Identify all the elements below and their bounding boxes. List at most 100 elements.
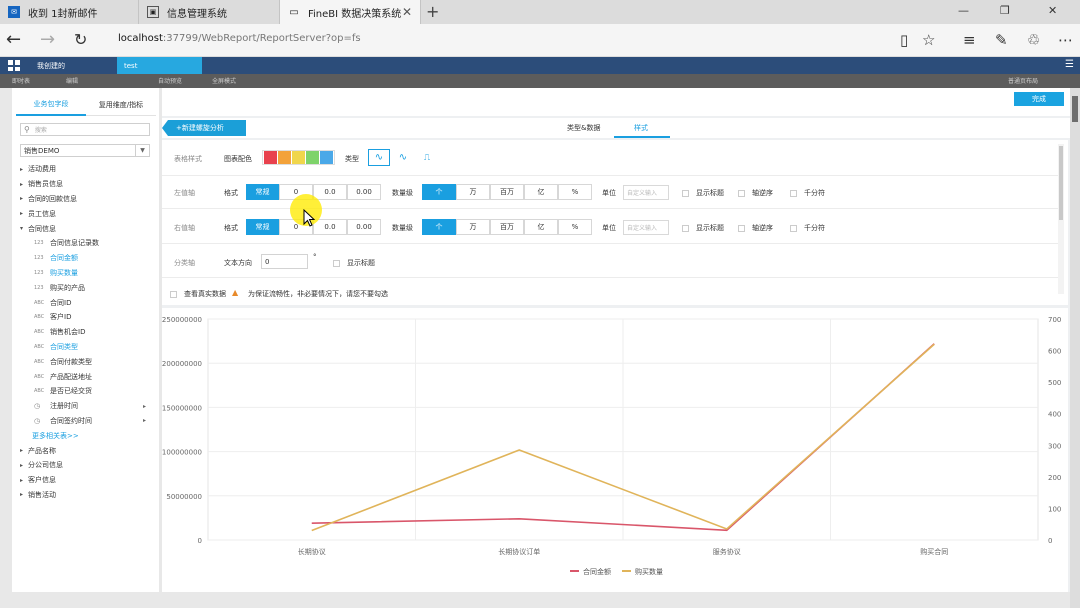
page-scrollbar[interactable] xyxy=(1070,88,1080,608)
new-tab-icon[interactable]: + xyxy=(426,2,440,21)
line-type-smooth-icon[interactable]: ∿ xyxy=(398,152,408,163)
expand-arrow-icon[interactable]: ▸ xyxy=(142,417,146,425)
tree-label: 合同信息记录数 xyxy=(50,239,99,248)
left-axis-tick-label: 150000000 xyxy=(162,404,202,412)
magnitude-wan[interactable]: 万 xyxy=(456,219,490,235)
text-direction-input[interactable]: 0 xyxy=(261,254,308,269)
favorite-star-icon[interactable]: ☆ xyxy=(922,31,936,49)
axis-reverse-checkbox[interactable]: 轴逆序 xyxy=(738,188,773,198)
color-scheme-picker[interactable] xyxy=(262,150,335,165)
search-placeholder: 搜索 xyxy=(34,127,47,134)
close-window-icon[interactable]: ✕ xyxy=(1048,4,1058,17)
magnitude-yi[interactable]: 亿 xyxy=(524,219,558,235)
magnitude-percent[interactable]: % xyxy=(558,219,592,235)
refresh-icon[interactable]: ↻ xyxy=(74,30,88,49)
tree-folder[interactable]: ▸ 合同的回款信息 xyxy=(20,192,156,207)
tree-field[interactable]: ABC 合同类型 xyxy=(20,340,156,355)
web-note-icon[interactable]: ✎ xyxy=(995,31,1008,49)
tree-folder[interactable]: ▸ 分公司信息 xyxy=(20,458,156,473)
toolbar-item[interactable]: 普通页布局 xyxy=(1008,78,1039,85)
more-tables-link[interactable]: 更多相关表>> xyxy=(20,428,156,443)
format-normal[interactable]: 常规 xyxy=(246,184,279,200)
format-0-00[interactable]: 0.00 xyxy=(347,184,381,200)
tree-field[interactable]: 123 合同金额 xyxy=(20,251,156,266)
field-search-input[interactable]: ⚲ 搜索 xyxy=(20,123,150,136)
tree-folder[interactable]: ▾ 合同信息 xyxy=(20,221,156,236)
format-normal[interactable]: 常规 xyxy=(246,219,279,235)
tree-field[interactable]: ◷ 注册时间 ▸ xyxy=(20,399,156,414)
share-icon[interactable]: ♲ xyxy=(1027,31,1041,49)
toolbar-item[interactable]: 自动预览 xyxy=(158,78,183,85)
tree-field[interactable]: ABC 产品配送地址 xyxy=(20,369,156,384)
format-0-0[interactable]: 0.0 xyxy=(313,184,347,200)
hamburger-menu-icon[interactable]: ☰ xyxy=(1065,59,1074,70)
show-title-checkbox[interactable]: 显示标题 xyxy=(682,223,724,233)
url-field[interactable]: localhost:37799/WebReport/ReportServer?o… xyxy=(118,33,361,44)
tree-field[interactable]: ABC 客户ID xyxy=(20,310,156,325)
magnitude-unit[interactable]: 个 xyxy=(422,219,456,235)
thousands-sep-checkbox[interactable]: 千分符 xyxy=(790,223,825,233)
toolbar-item[interactable]: 即时表 xyxy=(12,78,31,85)
settings-scrollbar[interactable] xyxy=(1058,144,1064,294)
browser-tab-finebi[interactable]: ▭ FineBI 数据决策系统 ✕ xyxy=(280,0,421,24)
expand-arrow-icon[interactable]: ▸ xyxy=(142,402,146,410)
tree-folder[interactable]: ▸ 客户信息 xyxy=(20,473,156,488)
tab-type-data[interactable]: 类型&数据 xyxy=(567,124,601,132)
magnitude-million[interactable]: 百万 xyxy=(490,184,524,200)
forward-icon[interactable]: → xyxy=(40,29,56,50)
view-real-data-checkbox[interactable]: 查看真实数据 xyxy=(170,289,226,299)
tree-field[interactable]: 123 购买数量 xyxy=(20,266,156,281)
checkbox-label: 显示标题 xyxy=(696,224,724,232)
restore-icon[interactable]: ❐ xyxy=(1000,4,1010,17)
line-type-curve-icon[interactable]: ∿ xyxy=(368,149,390,166)
magnitude-yi[interactable]: 亿 xyxy=(524,184,558,200)
thousands-sep-checkbox[interactable]: 千分符 xyxy=(790,188,825,198)
magnitude-unit[interactable]: 个 xyxy=(422,184,456,200)
hub-icon[interactable]: ≡ xyxy=(963,31,976,49)
tree-field[interactable]: ◷ 合同签约时间 ▸ xyxy=(20,414,156,429)
done-button[interactable]: 完成 xyxy=(1014,92,1064,106)
magnitude-label: 数量级 xyxy=(392,189,413,197)
tree-field[interactable]: ABC 是否已经交货 xyxy=(20,384,156,399)
tab-style[interactable]: 样式 xyxy=(634,124,648,132)
tab-reuse-dimensions[interactable]: 复用维度/指标 xyxy=(98,101,144,109)
format-0-0[interactable]: 0.0 xyxy=(313,219,347,235)
show-title-checkbox[interactable]: 显示标题 xyxy=(333,258,375,268)
format-0-00[interactable]: 0.00 xyxy=(347,219,381,235)
new-spiral-analysis-button[interactable]: +新建螺旋分析 xyxy=(162,120,246,136)
tree-folder[interactable]: ▸ 销售活动 xyxy=(20,488,156,503)
tree-field[interactable]: ABC 合同付款类型 xyxy=(20,354,156,369)
browser-tab-mail[interactable]: ✉ 收到 1封新邮件 xyxy=(0,0,139,24)
magnitude-wan[interactable]: 万 xyxy=(456,184,490,200)
test-tab[interactable]: test xyxy=(117,57,202,74)
my-created-tab[interactable]: 我创建的 xyxy=(37,61,65,70)
tree-field[interactable]: 123 合同信息记录数 xyxy=(20,236,156,251)
tree-folder[interactable]: ▸ 员工信息 xyxy=(20,206,156,221)
show-title-checkbox[interactable]: 显示标题 xyxy=(682,188,724,198)
package-select[interactable]: 销售DEMO ▼ xyxy=(20,144,150,157)
line-type-step-icon[interactable]: ⎍ xyxy=(423,152,431,163)
browser-tab-info[interactable]: ▣ 信息管理系统 xyxy=(139,0,280,24)
tree-field[interactable]: ABC 销售机会ID xyxy=(20,325,156,340)
more-icon[interactable]: ⋯ xyxy=(1058,31,1073,49)
tree-folder[interactable]: ▸ 销售员信息 xyxy=(20,177,156,192)
axis-reverse-checkbox[interactable]: 轴逆序 xyxy=(738,223,773,233)
magnitude-million[interactable]: 百万 xyxy=(490,219,524,235)
back-icon[interactable]: ← xyxy=(6,29,22,50)
tab-package-fields[interactable]: 业务包字段 xyxy=(16,94,86,116)
reading-view-icon[interactable]: ▯ xyxy=(900,31,909,49)
magnitude-percent[interactable]: % xyxy=(558,184,592,200)
toolbar-item[interactable]: 全屏模式 xyxy=(212,78,237,85)
unit-input[interactable]: 自定义输入 xyxy=(623,185,669,200)
toolbar-item[interactable]: 编辑 xyxy=(66,78,79,85)
tree-field[interactable]: 123 购买的产品 xyxy=(20,280,156,295)
minimize-icon[interactable]: — xyxy=(958,4,969,17)
tree-folder[interactable]: ▸ 活动费用 xyxy=(20,162,156,177)
x-axis-tick-label: 长期协议订单 xyxy=(498,547,540,556)
unit-input[interactable]: 自定义输入 xyxy=(623,220,669,235)
left-axis-tick-label: 100000000 xyxy=(162,449,202,457)
tree-field[interactable]: ABC 合同ID xyxy=(20,295,156,310)
close-tab-icon[interactable]: ✕ xyxy=(401,5,412,19)
apps-grid-icon[interactable] xyxy=(8,60,20,71)
tree-folder[interactable]: ▸ 产品名称 xyxy=(20,443,156,458)
